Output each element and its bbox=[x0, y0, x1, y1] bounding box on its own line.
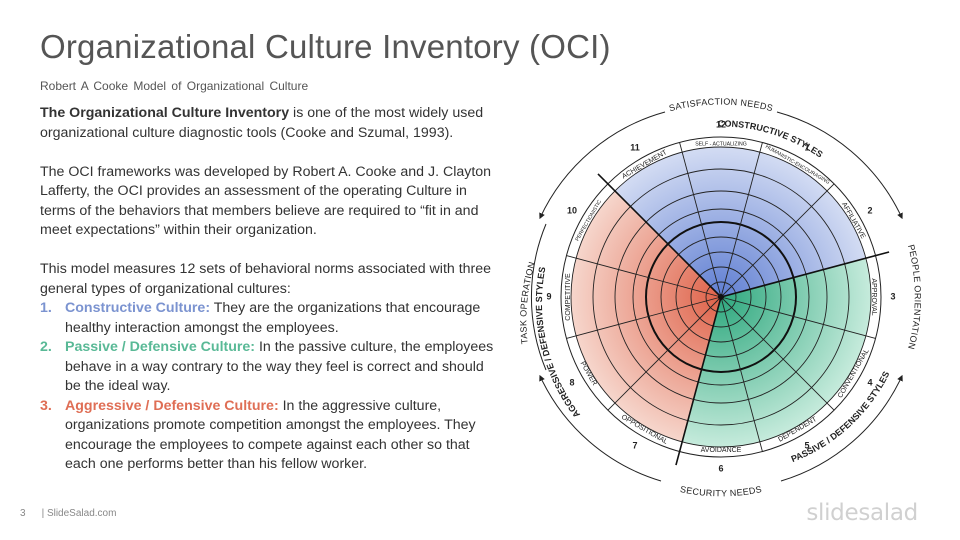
page-number: 3 bbox=[20, 508, 26, 519]
ring bbox=[705, 281, 737, 313]
intro-bold: The Organizational Culture Inventory bbox=[40, 105, 290, 121]
spoke bbox=[566, 255, 722, 298]
footer-site: | SlideSalad.com bbox=[41, 508, 117, 519]
history-paragraph: The OCI frameworks was developed by Robe… bbox=[40, 163, 492, 239]
culture-text: They are the organizations that encourag… bbox=[65, 300, 481, 336]
segment-number: 12 bbox=[716, 119, 726, 129]
culture-name: Aggressive / Defensive Culture: bbox=[65, 397, 279, 414]
segment-name: APPROVAL bbox=[870, 278, 877, 315]
constructive-sector bbox=[614, 146, 866, 297]
group-divider bbox=[675, 296, 722, 466]
label-satisfaction-needs: SATISFACTION NEEDS bbox=[668, 97, 774, 114]
arrow-bottom-left bbox=[539, 374, 662, 482]
arrow-bottom-right bbox=[780, 374, 903, 482]
footer: 3 | SlideSalad.com bbox=[20, 508, 132, 519]
group-divider bbox=[720, 251, 890, 298]
list-number: 1. bbox=[40, 300, 52, 316]
segment-number: 6 bbox=[718, 463, 723, 473]
segment-name: AVOIDANCE bbox=[701, 447, 742, 454]
ring bbox=[632, 208, 810, 386]
outer-arrows bbox=[530, 111, 903, 482]
segment-number: 8 bbox=[570, 377, 575, 387]
segment-number: 7 bbox=[632, 440, 637, 450]
culture-text: In the passive culture, the employees be… bbox=[65, 339, 494, 394]
culture-name: Passive / Defensive Culture: bbox=[65, 339, 256, 355]
ring bbox=[614, 190, 828, 404]
page-title: Organizational Culture Inventory (OCI) bbox=[40, 28, 611, 65]
culture-list: 1. Constructive Culture: They are the org… bbox=[40, 299, 502, 475]
ring bbox=[675, 251, 767, 343]
group-divider bbox=[597, 173, 722, 298]
spoke bbox=[720, 296, 835, 411]
segment-number: 9 bbox=[546, 291, 551, 301]
arrow-top-left bbox=[539, 111, 666, 220]
spoke bbox=[720, 142, 763, 298]
segment-number: 11 bbox=[630, 142, 640, 152]
wheel-spokes bbox=[566, 142, 890, 466]
spoke bbox=[607, 296, 722, 411]
segment-number: 10 bbox=[567, 205, 577, 215]
mid-ring bbox=[645, 221, 797, 373]
center-dot bbox=[718, 294, 724, 300]
ring bbox=[570, 146, 872, 448]
wheel-rings bbox=[560, 136, 882, 458]
segment-number: 2 bbox=[867, 205, 872, 215]
types-intro: This model measures 12 sets of behaviora… bbox=[40, 261, 492, 297]
arrow-top-right bbox=[776, 111, 903, 220]
list-item: 1. Constructive Culture: They are the org… bbox=[40, 299, 502, 338]
segment-number: 1 bbox=[804, 142, 809, 152]
culture-name: Constructive Culture: bbox=[65, 300, 211, 316]
spoke bbox=[720, 183, 835, 298]
arc-left bbox=[530, 223, 547, 371]
list-item: 3. Aggressive / Defensive Culture: In the… bbox=[40, 397, 502, 475]
label-ring bbox=[560, 136, 882, 458]
brand-logo: slidesalad bbox=[806, 500, 918, 526]
segment-number: 3 bbox=[890, 291, 895, 301]
intro-rest: is one of the most widely used organizat… bbox=[40, 105, 484, 141]
ring bbox=[592, 168, 850, 426]
label-people-orientation: PEOPLE ORIENTATION bbox=[906, 243, 923, 350]
ring bbox=[660, 236, 782, 358]
label-security-needs: SECURITY NEEDS bbox=[679, 484, 763, 498]
spoke bbox=[720, 296, 876, 339]
segment-name: COMPETITIVE bbox=[565, 273, 572, 321]
culture-text: In the aggressive culture, organizations… bbox=[65, 397, 476, 473]
spoke bbox=[720, 296, 763, 452]
segment-number: 5 bbox=[804, 440, 809, 450]
page-subtitle: Robert A Cooke Model of Organizational C… bbox=[40, 79, 309, 93]
aggressive-sector bbox=[571, 190, 721, 442]
spoke bbox=[679, 142, 722, 298]
ring bbox=[690, 266, 752, 328]
intro-paragraph: The Organizational Culture Inventory is … bbox=[40, 104, 502, 143]
segment-name: SELF - ACTUALIZING bbox=[695, 141, 747, 147]
segment-number: 4 bbox=[867, 377, 872, 387]
list-item: 2. Passive / Defensive Culture: In the pa… bbox=[40, 338, 502, 397]
list-number: 2. bbox=[40, 339, 52, 355]
spoke bbox=[566, 296, 722, 339]
list-number: 3. bbox=[40, 397, 52, 414]
body-text: The Organizational Culture Inventory is … bbox=[40, 104, 502, 475]
